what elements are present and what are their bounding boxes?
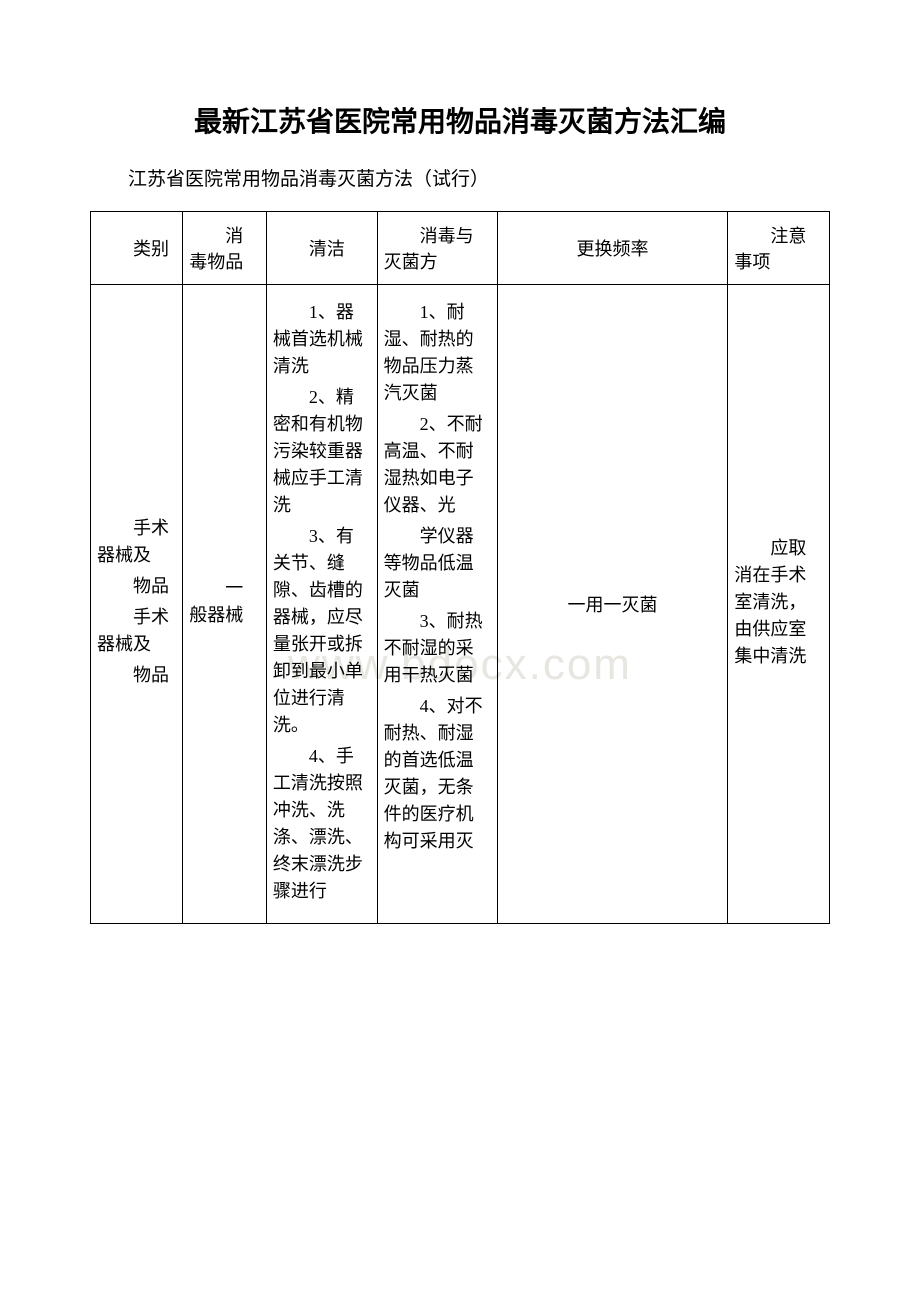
header-method: 消毒与灭菌方 bbox=[377, 212, 497, 285]
header-category: 类别 bbox=[91, 212, 183, 285]
document-subtitle: 江苏省医院常用物品消毒灭菌方法（试行） bbox=[90, 164, 830, 191]
header-freq: 更换频率 bbox=[497, 212, 728, 285]
cell-item: 一般器械 bbox=[183, 285, 267, 924]
disinfection-table: 类别 消毒物品 清洁 消毒与灭菌方 更换频率 注意事项 手术器械及 物品 手术器… bbox=[90, 211, 830, 924]
cell-note: 应取消在手术室清洗，由供应室集中清洗 bbox=[728, 285, 830, 924]
document-title: 最新江苏省医院常用物品消毒灭菌方法汇编 bbox=[90, 100, 830, 140]
cell-method: 1、耐湿、耐热的物品压力蒸汽灭菌 2、不耐高温、不耐湿热如电子仪器、光 学仪器等… bbox=[377, 285, 497, 924]
cell-category: 手术器械及 物品 手术器械及 物品 bbox=[91, 285, 183, 924]
cell-clean: 1、器械首选机械清洗 2、精密和有机物污染较重器械应手工清洗 3、有关节、缝隙、… bbox=[266, 285, 377, 924]
header-clean: 清洁 bbox=[266, 212, 377, 285]
header-item: 消毒物品 bbox=[183, 212, 267, 285]
table-row: 手术器械及 物品 手术器械及 物品 一般器械 1、器械首选机械清洗 2、精密和有… bbox=[91, 285, 830, 924]
header-note: 注意事项 bbox=[728, 212, 830, 285]
table-header-row: 类别 消毒物品 清洁 消毒与灭菌方 更换频率 注意事项 bbox=[91, 212, 830, 285]
document-content: 最新江苏省医院常用物品消毒灭菌方法汇编 江苏省医院常用物品消毒灭菌方法（试行） … bbox=[90, 100, 830, 924]
cell-freq: 一用一灭菌 bbox=[497, 285, 728, 924]
